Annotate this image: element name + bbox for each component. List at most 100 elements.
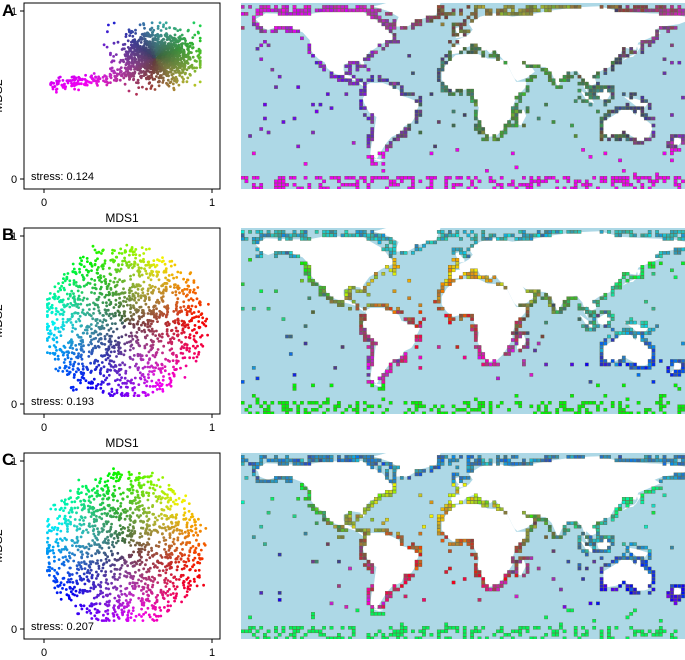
grid-cell [448, 88, 452, 93]
scatter-point [94, 324, 98, 327]
y-axis-label: MDS2 [0, 304, 5, 338]
grid-cell [640, 141, 645, 145]
grid-cell [385, 144, 389, 149]
scatter-point [155, 58, 159, 62]
scatter-point [100, 252, 103, 255]
scatter-point [164, 357, 168, 361]
scatter-point [148, 566, 152, 570]
grid-cell [551, 306, 556, 311]
scatter-point [163, 365, 167, 368]
scatter-point [167, 279, 171, 283]
grid-cell [333, 5, 338, 9]
scatter-point [105, 323, 109, 327]
grid-cell [466, 275, 471, 280]
grid-cell [655, 36, 659, 41]
grid-cell [344, 176, 349, 180]
grid-cell [285, 233, 289, 238]
grid-cell [522, 233, 526, 238]
grid-cell [618, 158, 622, 163]
grid-cell [436, 306, 441, 311]
grid-cell [381, 303, 386, 307]
grid-cell [281, 179, 286, 184]
grid-cell [647, 230, 652, 234]
grid-cell [285, 29, 289, 34]
grid-cell [536, 183, 541, 187]
grid-cell [473, 8, 478, 13]
scatter-point [114, 298, 118, 302]
scatter-point [188, 350, 191, 353]
grid-cell [477, 120, 482, 124]
scatter-point [158, 44, 162, 48]
grid-cell [633, 137, 637, 142]
grid-cell [314, 230, 319, 234]
scatter-point [161, 300, 165, 303]
scatter-point [169, 67, 172, 71]
scatter-point [109, 350, 113, 354]
grid-cell [618, 230, 622, 234]
scatter-point [158, 60, 162, 64]
grid-cell [263, 8, 267, 13]
grid-cell [362, 233, 367, 238]
x-tick-label: 1 [209, 422, 215, 434]
grid-cell [422, 404, 426, 409]
scatter-point [174, 587, 177, 591]
panel-letter: C [2, 450, 14, 469]
scatter-point [183, 376, 187, 379]
scatter-point [183, 586, 186, 590]
grid-cell [388, 183, 393, 187]
grid-cell [418, 310, 423, 314]
grid-cell [625, 404, 630, 409]
grid-cell [288, 237, 293, 241]
scatter-point [77, 306, 80, 309]
scatter-point [134, 334, 137, 338]
scatter-point [57, 295, 61, 299]
scatter-point [85, 283, 88, 286]
scatter-point [107, 23, 110, 27]
scatter-point [197, 315, 201, 319]
grid-cell [507, 123, 511, 128]
scatter-point [147, 56, 151, 59]
grid-cell [581, 81, 585, 86]
scatter-point [155, 312, 158, 316]
scatter-point [81, 331, 85, 335]
grid-cell [625, 320, 630, 325]
scatter-point [96, 303, 99, 307]
scatter-point [143, 344, 147, 348]
scatter-point [183, 343, 187, 346]
grid-cell [392, 183, 397, 187]
scatter-point [105, 301, 108, 305]
grid-cell [292, 401, 297, 405]
grid-cell [536, 404, 541, 409]
scatter-point [147, 350, 151, 354]
scatter-point [154, 42, 158, 46]
scatter-point [74, 77, 78, 80]
scatter-point [191, 290, 195, 294]
grid-cell [677, 411, 682, 414]
scatter-point [58, 348, 62, 352]
grid-cell [266, 5, 271, 9]
grid-cell [255, 22, 260, 27]
grid-cell [403, 401, 408, 405]
scatter-point [132, 273, 136, 277]
scatter-point [130, 50, 133, 53]
scatter-point [141, 366, 145, 370]
grid-cell [303, 12, 308, 16]
grid-cell [377, 303, 382, 307]
scatter-point [120, 335, 124, 339]
scatter-point [123, 363, 127, 367]
grid-cell [285, 26, 289, 30]
scatter-point [142, 23, 146, 27]
scatter-point [111, 291, 115, 295]
grid-cell [596, 88, 600, 93]
grid-cell [625, 179, 630, 184]
grid-cell [514, 320, 519, 325]
scatter-point [137, 596, 141, 600]
scatter-point [148, 266, 152, 269]
scatter-point [130, 75, 133, 78]
scatter-point [137, 344, 141, 347]
scatter-point [85, 365, 88, 369]
grid-cell [407, 296, 412, 300]
grid-cell [681, 366, 685, 370]
scatter-point [186, 42, 190, 46]
grid-cell [618, 179, 622, 184]
